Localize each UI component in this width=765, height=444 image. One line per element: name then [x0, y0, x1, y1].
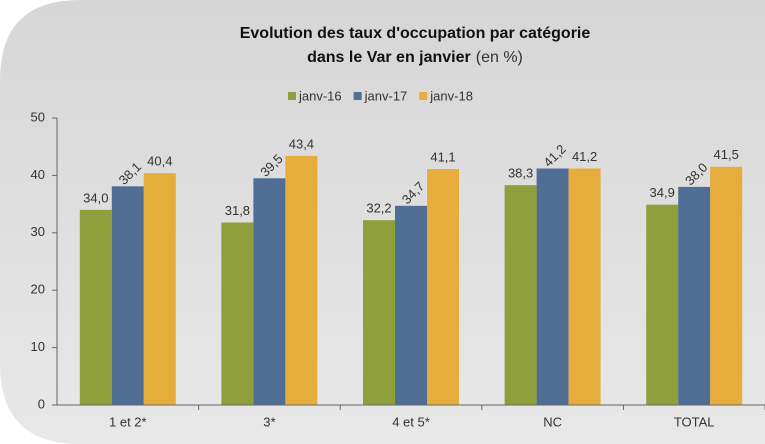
y-tick-label: 30 [31, 224, 45, 239]
bar [536, 168, 569, 405]
x-tick-label: NC [543, 414, 562, 429]
data-label: 41,5 [714, 147, 739, 162]
y-tick-label: 20 [31, 282, 45, 297]
bar [710, 166, 743, 405]
data-label: 41,1 [430, 150, 455, 165]
bar [427, 169, 459, 405]
chart-title: dans le Var en janvier [307, 49, 471, 66]
bar [111, 186, 144, 405]
y-tick-label: 50 [31, 109, 45, 124]
legend-label: janv-17 [364, 88, 408, 103]
bar [363, 220, 395, 405]
data-label: 32,2 [366, 201, 391, 216]
data-label: 43,4 [289, 136, 314, 151]
bar [568, 168, 601, 405]
bar [646, 204, 679, 405]
bar [143, 173, 176, 405]
data-label: 40,4 [147, 154, 172, 169]
bar [678, 186, 711, 405]
data-label: 41,2 [572, 149, 597, 164]
chart-title-note: (en %) [476, 49, 523, 66]
x-tick-label: 1 et 2* [109, 414, 147, 429]
x-tick-label: 4 et 5* [392, 414, 430, 429]
bar [221, 222, 254, 405]
chart-title: dans le Var en janvier (en %) [307, 49, 523, 66]
x-tick-label: 3* [263, 414, 275, 429]
legend-swatch [419, 92, 428, 100]
bar [253, 178, 286, 405]
y-tick-label: 10 [31, 339, 45, 354]
legend-swatch [288, 92, 296, 100]
bar [79, 209, 112, 405]
data-label: 31,8 [225, 203, 250, 218]
data-label: 34,9 [650, 185, 675, 200]
y-tick-label: 0 [38, 396, 45, 411]
bar [504, 185, 537, 405]
chart-title: Evolution des taux d'occupation par caté… [240, 25, 591, 42]
legend-swatch [353, 92, 362, 100]
y-tick-label: 40 [31, 167, 45, 182]
legend-label: janv-18 [429, 88, 473, 103]
x-tick-label: TOTAL [674, 414, 715, 429]
data-label: 34,0 [83, 190, 108, 205]
data-label: 38,3 [508, 166, 533, 181]
bar [285, 155, 318, 405]
bar [395, 205, 427, 405]
legend-label: janv-16 [298, 88, 342, 103]
